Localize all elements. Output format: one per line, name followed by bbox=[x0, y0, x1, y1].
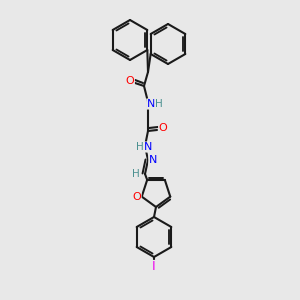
Text: N: N bbox=[147, 99, 155, 109]
Text: I: I bbox=[152, 260, 156, 274]
Text: O: O bbox=[132, 192, 141, 202]
Text: H: H bbox=[155, 99, 163, 109]
Text: N: N bbox=[149, 155, 157, 165]
Text: O: O bbox=[126, 76, 134, 86]
Text: H: H bbox=[132, 169, 140, 179]
Text: H: H bbox=[136, 142, 144, 152]
Text: N: N bbox=[144, 142, 152, 152]
Text: O: O bbox=[159, 123, 167, 133]
